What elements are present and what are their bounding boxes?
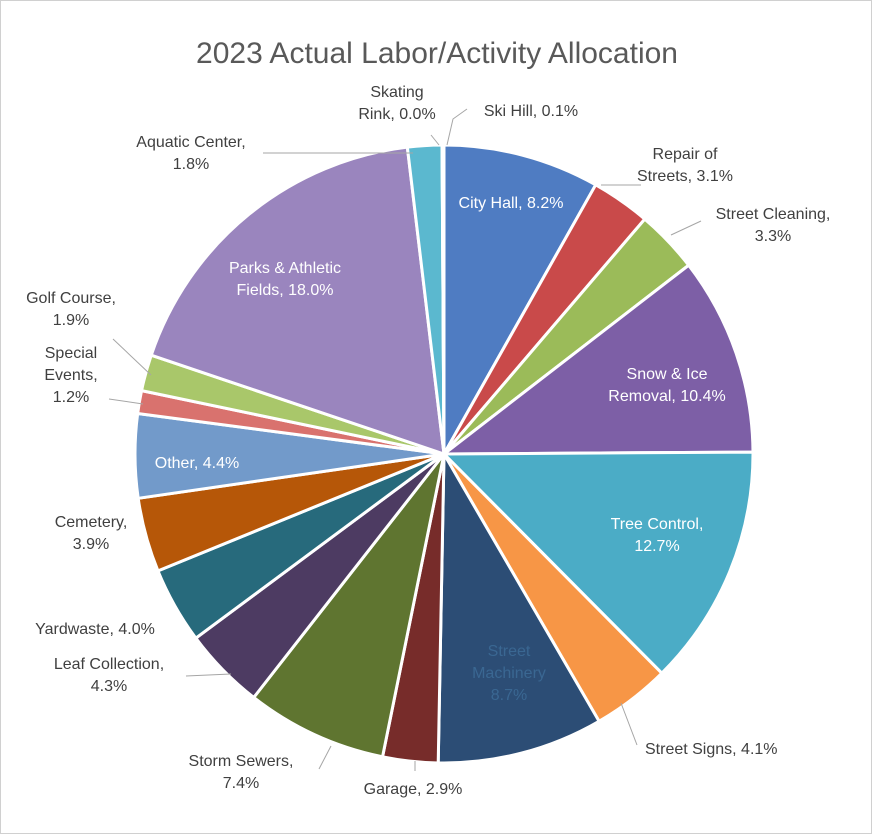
slice-labels: City Hall, 8.2% Repair of Streets, 3.1% Str… xyxy=(26,84,830,798)
data-label-garage: Garage, 2.9% xyxy=(364,781,463,798)
pie-slice-snow-ice-removal xyxy=(442,263,755,456)
data-label-golf-course: Golf Course, 1.9% xyxy=(26,290,116,329)
data-label-tree-control: Tree Control, 12.7% xyxy=(611,516,704,555)
leader-line-ski-hill xyxy=(446,108,468,146)
pie-slice-city-hall xyxy=(442,143,598,456)
pie-slice-storm-sewers xyxy=(252,452,446,759)
leader-line-storm-sewers xyxy=(318,745,332,770)
pie-slice-ski-hill xyxy=(440,143,446,456)
leader-line-skating-rink xyxy=(430,134,440,146)
data-label-snow-ice-removal: Snow & Ice Removal, 10.4% xyxy=(608,366,725,405)
data-label-leaf-collection: Leaf Collection, 4.3% xyxy=(54,656,164,695)
leader-line-street-cleaning xyxy=(670,220,702,236)
data-label-ski-hill: Ski Hill, 0.1% xyxy=(484,103,578,120)
pie-slice-tree-control xyxy=(442,450,755,675)
data-label-repair-of-streets: Repair of Streets, 3.1% xyxy=(637,146,733,185)
data-label-street-machinery: Street Machinery 8.7% xyxy=(472,643,546,704)
data-label-street-signs: Street Signs, 4.1% xyxy=(645,741,778,758)
data-label-skating-rink: Skating Rink, 0.0% xyxy=(358,84,435,123)
pie-slice-parks-athletic-fields xyxy=(149,145,446,456)
data-label-cemetery: Cemetery, 3.9% xyxy=(55,514,128,553)
data-label-street-cleaning: Street Cleaning, 3.3% xyxy=(716,206,831,245)
leader-line-golf-course xyxy=(112,338,152,376)
data-label-parks-athletic-fields: Parks & Athletic Fields, 18.0% xyxy=(229,260,341,299)
leader-lines xyxy=(108,108,702,771)
leader-line-street-signs xyxy=(620,702,638,746)
leader-line-special-events xyxy=(108,398,144,405)
data-label-aquatic-center: Aquatic Center, 1.8% xyxy=(136,134,245,173)
data-label-storm-sewers: Storm Sewers, 7.4% xyxy=(189,753,294,792)
data-label-city-hall: City Hall, 8.2% xyxy=(459,195,564,212)
data-label-yardwaste: Yardwaste, 4.0% xyxy=(35,621,155,638)
chart-title: 2023 Actual Labor/Activity Allocation xyxy=(196,37,678,70)
leader-line-leaf-collection xyxy=(185,673,232,677)
data-label-special-events: Special Events, 1.2% xyxy=(44,345,97,406)
pie-slices xyxy=(133,143,755,765)
pie-slice-street-machinery xyxy=(436,452,601,765)
data-label-other: Other, 4.4% xyxy=(155,455,240,472)
